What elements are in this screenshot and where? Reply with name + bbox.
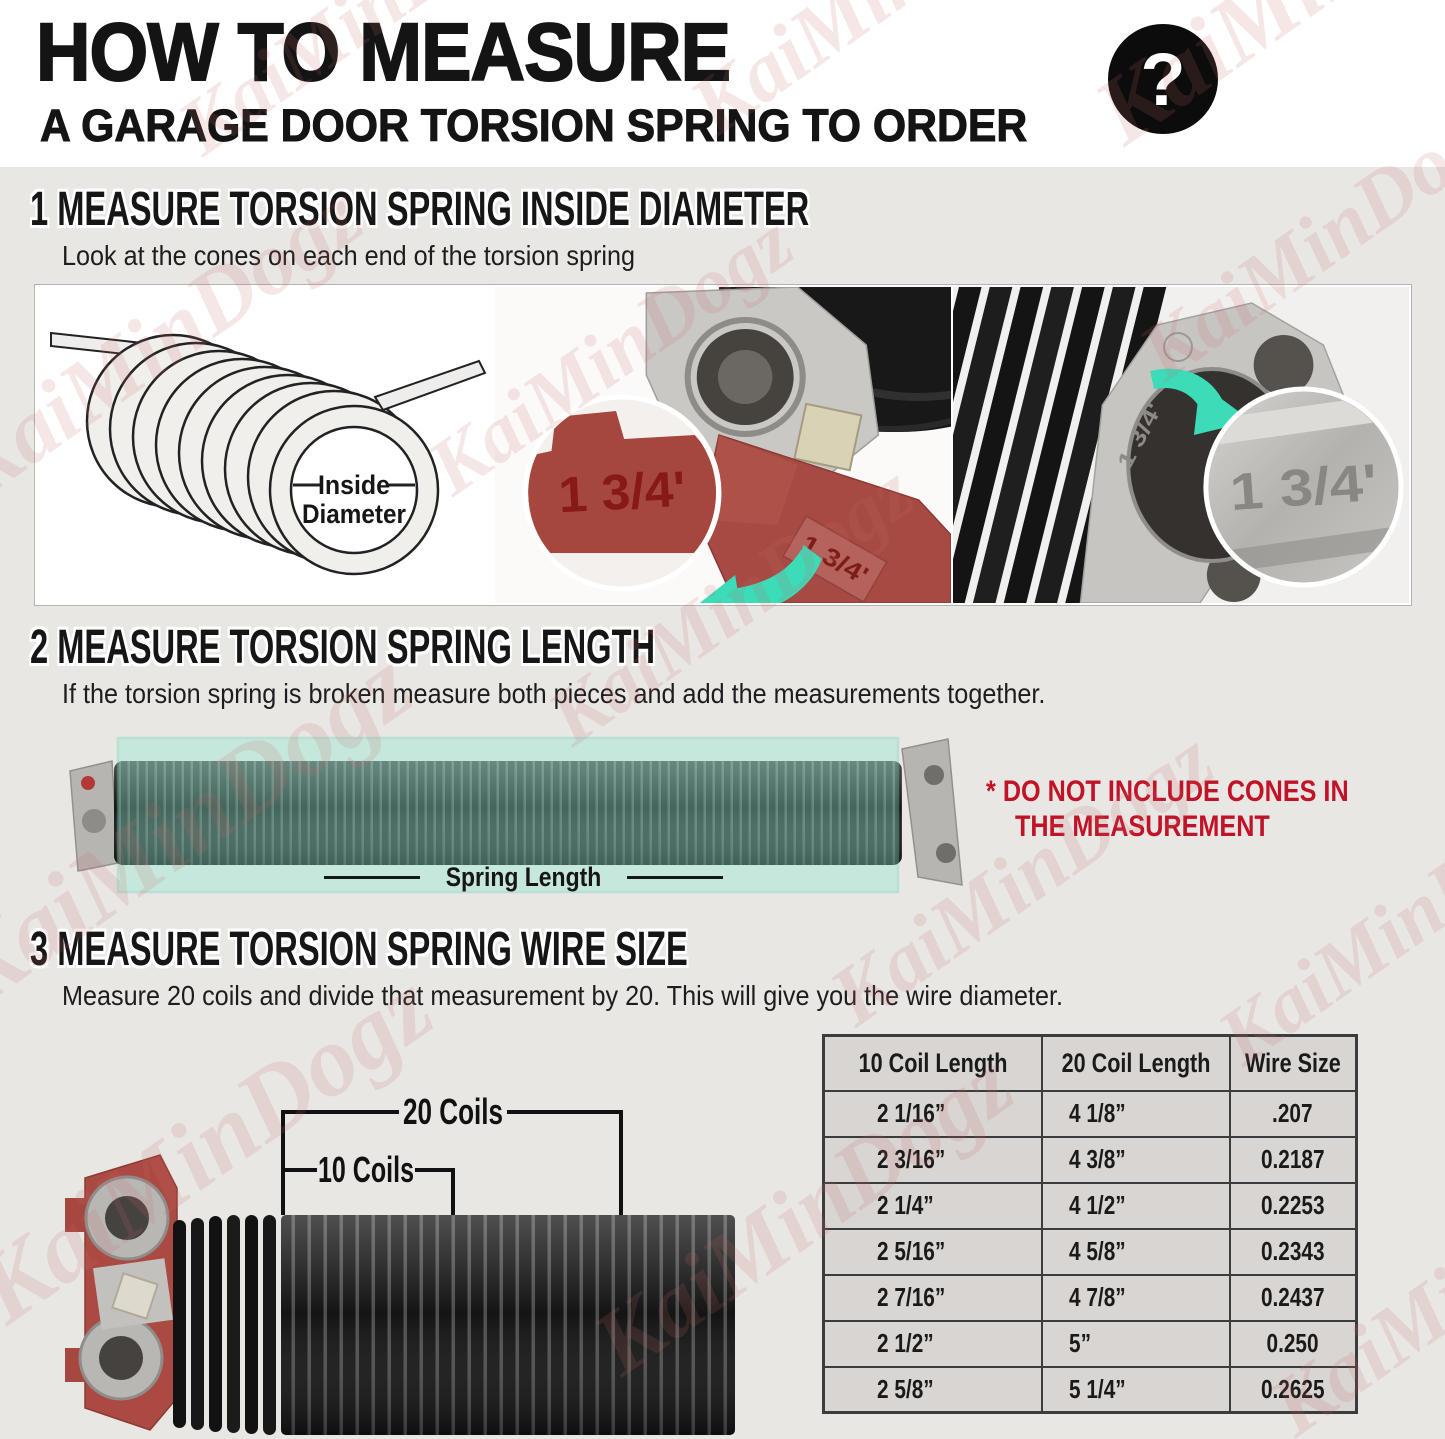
table-row: 2 1/16” 4 1/8” .207 xyxy=(822,1089,1358,1138)
label-rule-left xyxy=(323,876,420,879)
inside-diameter-label-line2: Diameter xyxy=(302,499,406,529)
table-cell: 2 1/2” xyxy=(822,1319,1043,1368)
page-title: HOW TO MEASURE xyxy=(35,6,790,100)
table-row: 2 3/16” 4 3/8” 0.2187 xyxy=(822,1135,1358,1184)
spring-coils xyxy=(173,1215,735,1435)
table-cell: 4 3/8” xyxy=(1040,1135,1231,1184)
table-cell: 2 3/16” xyxy=(822,1135,1043,1184)
step3-subtext: Measure 20 coils and divide that measure… xyxy=(62,980,1064,1011)
label-20-coils: 20 Coils xyxy=(403,1091,503,1132)
inside-diameter-diagram: Inside Diameter xyxy=(37,287,493,603)
page-title-text: HOW TO MEASURE xyxy=(35,6,732,99)
length-overlay xyxy=(116,736,900,894)
step2-heading: 2 MEASURE TORSION SPRING LENGTH xyxy=(30,620,949,675)
spring-length-figure xyxy=(69,736,963,894)
table-row: 2 7/16” 4 7/8” 0.2437 xyxy=(822,1273,1358,1322)
table-cell: 0.2187 xyxy=(1228,1135,1358,1184)
step1-photo-strip: Inside Diameter xyxy=(34,284,1412,606)
warning-line1: DO NOT INCLUDE CONES IN xyxy=(1002,775,1349,808)
page-subtitle: A GARAGE DOOR TORSION SPRING TO ORDER xyxy=(40,100,1079,152)
label-rule-right xyxy=(626,876,723,879)
question-mark-icon: ? xyxy=(1108,24,1218,134)
col-header-20-coil: 20 Coil Length xyxy=(1040,1034,1231,1092)
table-cell: 2 1/4” xyxy=(822,1181,1043,1230)
step1-number: 1 xyxy=(30,183,49,236)
right-cone xyxy=(901,738,963,886)
table-row: 2 1/4” 4 1/2” 0.2253 xyxy=(822,1181,1358,1230)
cone-warning-note: * DO NOT INCLUDE CONES IN THE MEASUREMEN… xyxy=(986,774,1418,844)
table-cell: .207 xyxy=(1228,1089,1358,1138)
table-cell: 0.2437 xyxy=(1228,1273,1358,1322)
coil-count-figure: 20 Coils 10 Coils xyxy=(65,1091,735,1435)
inside-diameter-label-line1: Inside xyxy=(318,470,390,500)
table-cell: 4 5/8” xyxy=(1040,1227,1231,1276)
magnified-stamp-text: 1 3/4' xyxy=(557,461,687,523)
magnified-stamp-text: 1 3/4' xyxy=(1228,453,1379,521)
col-header-10-coil: 10 Coil Length xyxy=(822,1034,1043,1092)
stationary-cone-photo: 1 3/4' 1 3/4' xyxy=(953,287,1409,603)
spring-length-label: Spring Length xyxy=(323,862,723,893)
coil-brackets xyxy=(281,1110,623,1215)
step1-heading: 1 MEASURE TORSION SPRING INSIDE DIAMETER xyxy=(30,182,1176,237)
step1-heading-text: MEASURE TORSION SPRING INSIDE DIAMETER xyxy=(57,183,810,236)
winding-cone-photo: 1 3/4' 1 3/4' xyxy=(495,287,951,603)
teal-arrow-icon xyxy=(699,545,822,603)
step3-heading-text: MEASURE TORSION SPRING WIRE SIZE xyxy=(57,923,688,976)
winding-cone-illustration: 1 3/4' 1 3/4' xyxy=(495,287,951,603)
label-10-coils: 10 Coils xyxy=(318,1149,414,1190)
step2-subtext: If the torsion spring is broken measure … xyxy=(62,678,1046,709)
table-cell: 4 7/8” xyxy=(1040,1273,1231,1322)
table-cell: 2 5/8” xyxy=(822,1365,1043,1414)
table-cell: 5 1/4” xyxy=(1040,1365,1231,1414)
warning-line2: THE MEASUREMENT xyxy=(1015,810,1270,843)
step3-heading: 3 MEASURE TORSION SPRING WIRE SIZE xyxy=(30,922,997,977)
col-header-wire-size: Wire Size xyxy=(1228,1034,1358,1092)
red-winding-cone xyxy=(65,1154,178,1431)
table-cell: 0.2253 xyxy=(1228,1181,1358,1230)
table-cell: 0.2625 xyxy=(1228,1365,1358,1414)
table-cell: 0.2343 xyxy=(1228,1227,1358,1276)
table-row: 2 5/8” 5 1/4” 0.2625 xyxy=(822,1365,1358,1414)
table-row: 2 1/2” 5” 0.250 xyxy=(822,1319,1358,1368)
set-screw xyxy=(793,402,863,472)
table-cell: 2 1/16” xyxy=(822,1089,1043,1138)
coil-illustration: Inside Diameter xyxy=(37,287,493,603)
table-cell: 0.250 xyxy=(1228,1319,1358,1368)
table-cell: 2 7/16” xyxy=(822,1273,1043,1322)
table-cell: 4 1/2” xyxy=(1040,1181,1231,1230)
step2-number: 2 xyxy=(30,621,49,674)
table-row: 2 5/16” 4 5/8” 0.2343 xyxy=(822,1227,1358,1276)
step3-number: 3 xyxy=(30,923,49,976)
table-header-row: 10 Coil Length 20 Coil Length Wire Size xyxy=(822,1034,1358,1092)
stationary-cone-illustration: 1 3/4' 1 3/4' xyxy=(953,287,1409,603)
warning-star: * xyxy=(986,775,996,808)
step1-subtext: Look at the cones on each end of the tor… xyxy=(62,240,636,271)
wire-size-table: 10 Coil Length 20 Coil Length Wire Size … xyxy=(822,1034,1358,1414)
table-cell: 2 5/16” xyxy=(822,1227,1043,1276)
table-cell: 5” xyxy=(1040,1319,1231,1368)
step2-heading-text: MEASURE TORSION SPRING LENGTH xyxy=(57,621,656,674)
table-cell: 4 1/8” xyxy=(1040,1089,1231,1138)
page-subtitle-text: A GARAGE DOOR TORSION SPRING TO ORDER xyxy=(40,100,1028,152)
